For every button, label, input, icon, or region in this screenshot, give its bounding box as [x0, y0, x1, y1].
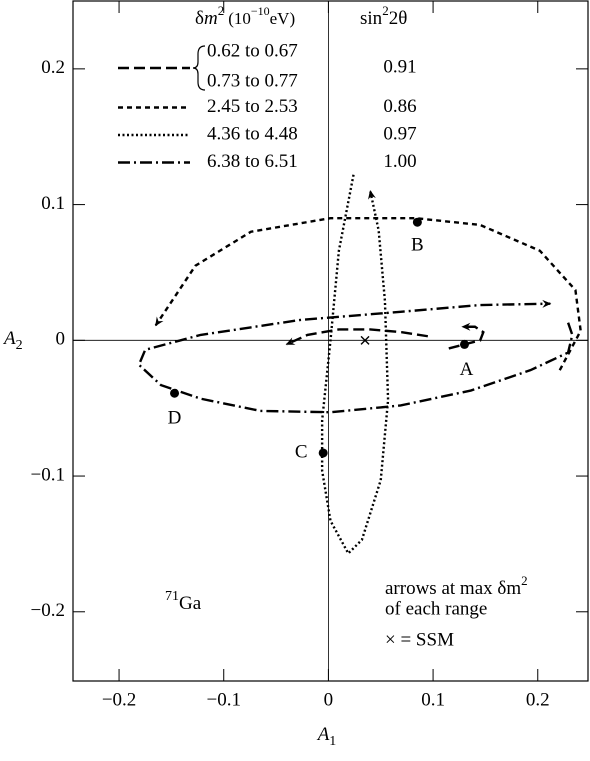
isotope-label: 71Ga	[165, 589, 202, 614]
point-label: D	[168, 408, 182, 429]
point	[412, 217, 422, 227]
y-tick-label: 0.2	[41, 57, 65, 78]
series-line	[448, 322, 485, 350]
series-line	[285, 328, 429, 346]
y-tick-label: −0.2	[31, 600, 65, 621]
point	[459, 339, 469, 349]
note-line: × = SSM	[385, 629, 454, 650]
legend-label: 6.38 to 6.51	[207, 151, 298, 172]
plot-frame	[72, 0, 589, 682]
x-tick-label: −0.1	[206, 689, 240, 710]
note-line: arrows at max δm2	[385, 573, 528, 599]
legend-mixing: 0.97	[383, 123, 416, 144]
ssm-marker	[360, 335, 370, 345]
point-label: B	[411, 235, 424, 256]
point	[170, 388, 180, 398]
x-tick-label: 0	[324, 689, 334, 710]
legend-label: 0.73 to 0.77	[207, 70, 298, 91]
y-tick-label: 0	[56, 329, 66, 350]
note-line: of each range	[385, 598, 487, 619]
legend-label: 0.62 to 0.67	[207, 40, 298, 61]
legend-mixing: 0.86	[383, 96, 416, 117]
legend-title: δm2 (10−10eV)	[195, 3, 295, 29]
legend-mixing-title: sin22θ	[360, 3, 407, 29]
series-line	[320, 174, 390, 556]
y-tick-label: 0.1	[41, 193, 65, 214]
legend-label: 4.36 to 4.48	[207, 123, 298, 144]
point-label: C	[295, 441, 308, 462]
series-line	[137, 299, 574, 414]
y-axis-label: A2	[2, 328, 23, 353]
point-label: A	[460, 359, 474, 380]
series-line	[154, 216, 582, 371]
point	[318, 448, 328, 458]
y-tick-label: −0.1	[31, 464, 65, 485]
x-tick-label: 0.2	[526, 689, 550, 710]
legend-mixing: 0.91	[383, 56, 416, 77]
x-tick-label: 0.1	[421, 689, 445, 710]
x-tick-label: −0.2	[102, 689, 136, 710]
legend-brace	[192, 45, 206, 91]
legend-mixing: 1.00	[383, 151, 416, 172]
x-axis-label: A1	[316, 724, 337, 749]
legend-label: 2.45 to 2.53	[207, 96, 298, 117]
